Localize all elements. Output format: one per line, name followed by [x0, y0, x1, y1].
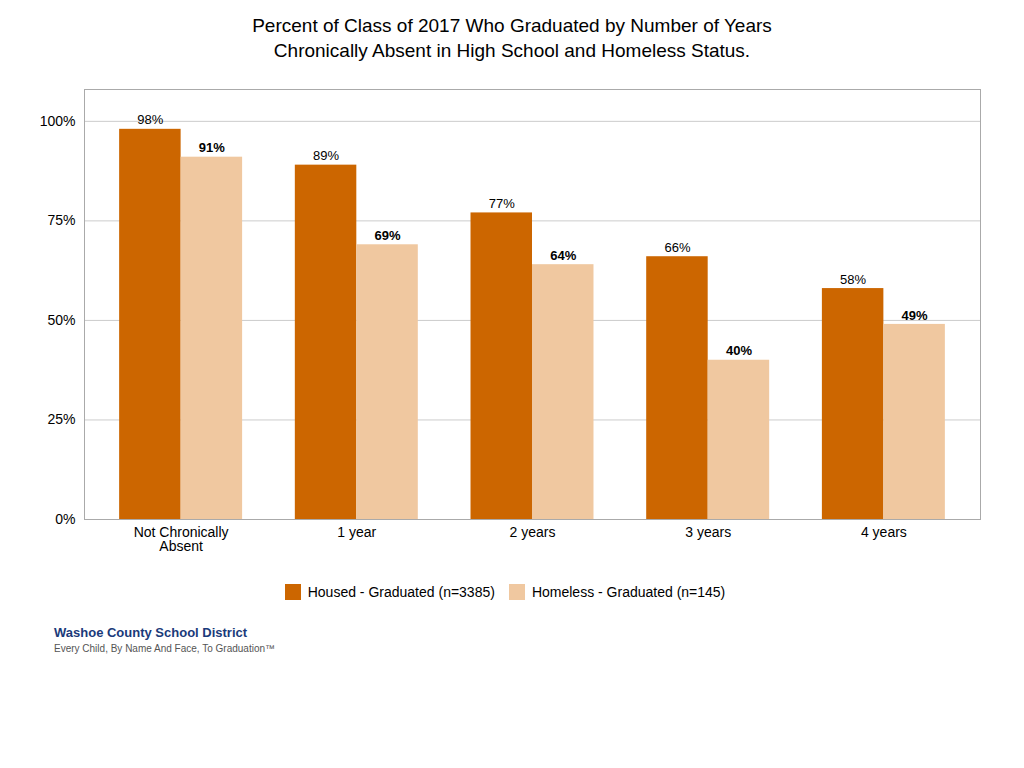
svg-text:2 years: 2 years: [510, 525, 556, 541]
html-text:Percent of Class of 2017 Who G: Percent of Class of 2017 Who Graduated b…: [252, 15, 772, 61]
svg-text:49%: 49%: [902, 308, 928, 323]
svg-text:77%: 77%: [489, 196, 515, 211]
svg-text:25%: 25%: [47, 412, 75, 428]
svg-text:89%: 89%: [313, 149, 339, 164]
svg-text:3 years: 3 years: [685, 525, 731, 541]
svg-text:64%: 64%: [550, 248, 576, 263]
html-text:Housed - Graduated (n=3385): Housed - Graduated (n=3385): [307, 583, 495, 600]
svg-text:0%: 0%: [55, 511, 75, 527]
html-text:Washoe County School District: Washoe County School District: [54, 625, 248, 641]
svg-text:1 year: 1 year: [337, 525, 376, 541]
svg-text:75%: 75%: [47, 213, 75, 229]
svg-text:40%: 40%: [726, 344, 752, 359]
svg-text:100%: 100%: [40, 113, 76, 129]
svg-text:98%: 98%: [137, 113, 163, 128]
svg-text:58%: 58%: [840, 272, 866, 287]
svg-text:50%: 50%: [47, 312, 75, 328]
svg-text:Not ChronicallyAbsent: Not ChronicallyAbsent: [134, 525, 229, 555]
svg-text:66%: 66%: [664, 240, 690, 255]
svg-text:4 years: 4 years: [861, 525, 907, 541]
svg-text:69%: 69%: [375, 228, 401, 243]
html-text:Homeless - Graduated (n=145): Homeless - Graduated (n=145): [531, 583, 726, 600]
html-text:Every Child, By Name And Face,: Every Child, By Name And Face, To Gradua…: [54, 643, 275, 655]
svg-text:91%: 91%: [199, 141, 225, 156]
